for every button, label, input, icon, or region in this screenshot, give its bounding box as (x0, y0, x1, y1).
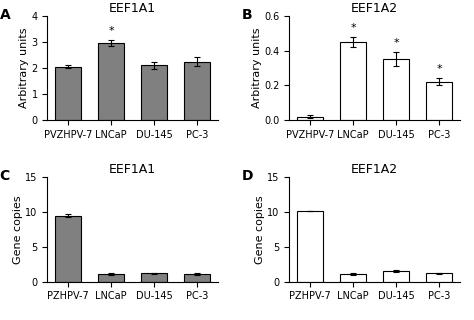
Bar (340, 274, 366, 282)
Bar (55, 67, 81, 120)
Bar (383, 271, 409, 282)
Y-axis label: Arbitrary units: Arbitrary units (252, 28, 262, 108)
Text: *: * (350, 23, 356, 33)
Text: *: * (108, 26, 114, 36)
Bar (98, 43, 124, 120)
Text: A: A (0, 8, 10, 22)
Text: D: D (242, 169, 253, 183)
Text: C: C (0, 169, 10, 183)
Bar (297, 117, 323, 120)
Bar (383, 60, 409, 120)
Bar (98, 274, 124, 282)
Y-axis label: Gene copies: Gene copies (12, 195, 23, 264)
Bar (426, 273, 452, 282)
Bar (55, 216, 81, 282)
Bar (297, 211, 323, 282)
Bar (426, 82, 452, 120)
Bar (141, 66, 167, 120)
Bar (141, 273, 167, 282)
Text: *: * (393, 38, 399, 48)
Title: EEF1A1: EEF1A1 (109, 2, 156, 15)
Title: EEF1A1: EEF1A1 (109, 163, 156, 176)
Y-axis label: Gene copies: Gene copies (255, 195, 264, 264)
Y-axis label: Arbitrary units: Arbitrary units (18, 28, 28, 108)
Text: B: B (242, 8, 252, 22)
Title: EEF1A2: EEF1A2 (351, 2, 398, 15)
Text: *: * (436, 64, 442, 74)
Bar (340, 42, 366, 120)
Bar (184, 61, 210, 120)
Title: EEF1A2: EEF1A2 (351, 163, 398, 176)
Bar (184, 274, 210, 282)
